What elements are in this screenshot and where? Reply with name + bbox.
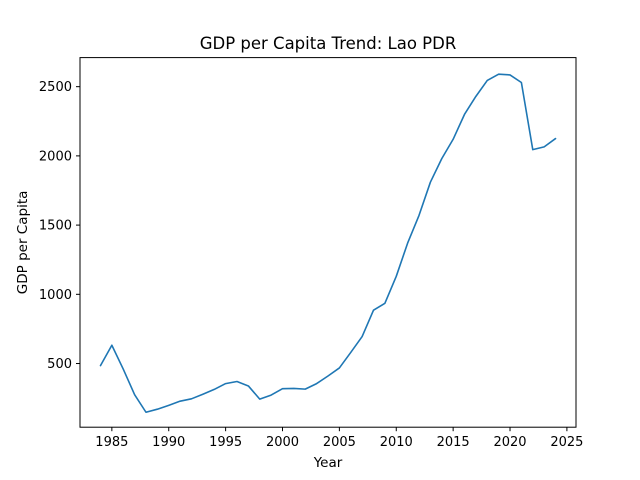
plot-area [79,57,577,428]
data-point [145,411,147,413]
data-point [498,73,500,75]
data-point [429,181,431,183]
data-point [179,400,181,402]
data-point [122,368,124,370]
data-point [99,365,101,367]
data-point [475,95,477,97]
x-tick-label: 2020 [493,435,526,450]
data-point [407,242,409,244]
chart-title: GDP per Capita Trend: Lao PDR [200,34,457,53]
x-axis-label: Year [313,455,343,471]
y-tick-label: 2000 [39,149,72,164]
y-tick-label: 1500 [39,219,72,234]
data-point [486,79,488,81]
data-point [452,138,454,140]
data-point [247,385,249,387]
data-point [361,336,363,338]
data-point [441,158,443,160]
data-point [384,302,386,304]
y-axis-label: GDP per Capita [15,191,31,295]
data-point [350,351,352,353]
data-point [338,367,340,369]
data-point [464,113,466,115]
data-point [168,404,170,406]
data-point [202,393,204,395]
series-layer [99,73,557,414]
x-tick-label: 1985 [95,435,128,450]
data-point [213,388,215,390]
data-point [270,394,272,396]
data-point [111,344,113,346]
data-point [418,214,420,216]
data-point [236,381,238,383]
data-point [555,138,557,140]
x-tick-label: 2010 [380,435,413,450]
data-point [373,309,375,311]
x-tick-label: 1990 [152,435,185,450]
data-point [190,398,192,400]
data-point [156,408,158,410]
x-tick-label: 2015 [437,435,470,450]
data-point [509,74,511,76]
data-point [134,394,136,396]
y-tick-label: 2500 [39,80,72,95]
series-line [99,73,557,414]
data-point [293,387,295,389]
x-tick-label: 2025 [550,435,583,450]
data-point [543,146,545,148]
data-point [327,375,329,377]
data-point [395,275,397,277]
data-point [304,388,306,390]
y-tick-label: 500 [47,357,72,372]
x-axis-ticks: 1985 1990 1995 2000 2005 2010 2015 2020 2025 [95,427,583,450]
data-point [259,398,261,400]
data-point [316,383,318,385]
y-axis-ticks: 500 1000 1500 2000 2500 [39,80,80,372]
data-point [225,383,227,385]
x-tick-label: 2000 [266,435,299,450]
data-point [532,149,534,151]
data-point [282,388,284,390]
x-tick-label: 1995 [209,435,242,450]
data-point [520,82,522,84]
x-tick-label: 2005 [323,435,356,450]
y-tick-label: 1000 [39,288,72,303]
